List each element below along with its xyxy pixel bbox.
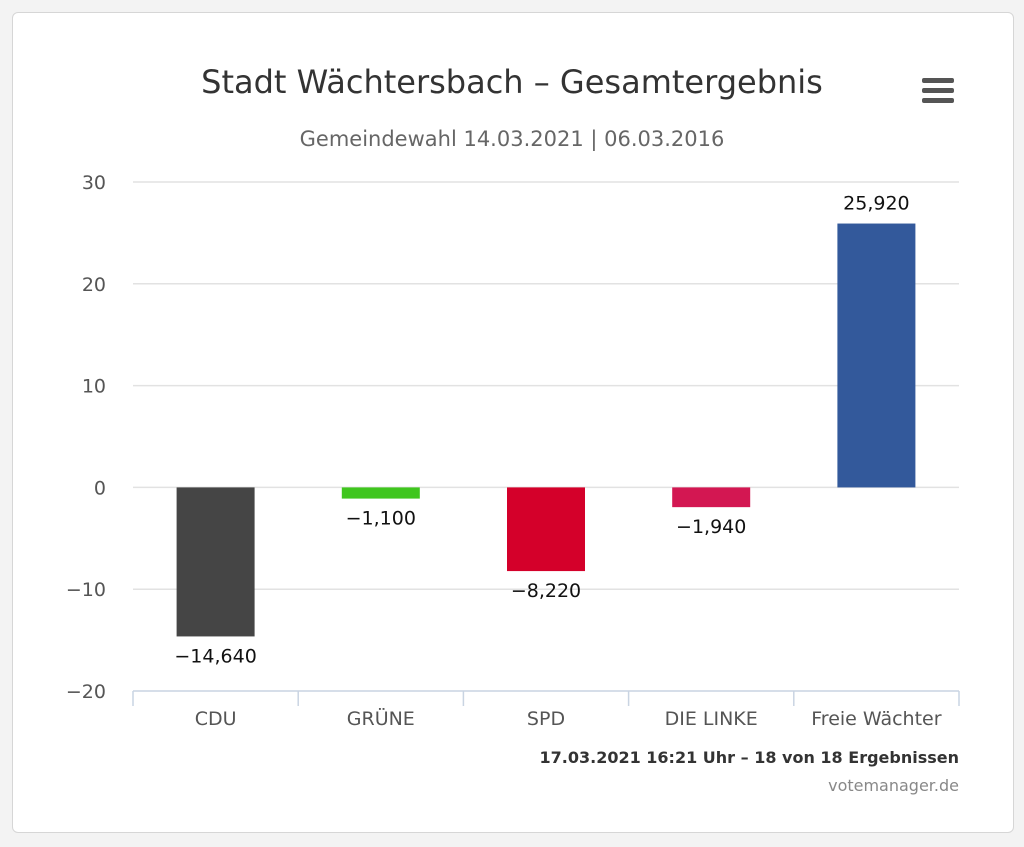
- x-category-label: CDU: [195, 708, 237, 730]
- data-label: −1,100: [346, 508, 416, 530]
- y-tick-label: −10: [66, 579, 106, 601]
- bar[interactable]: [341, 487, 420, 499]
- chart-subtitle: Gemeindewahl 14.03.2021 | 06.03.2016: [300, 127, 725, 152]
- y-tick-label: 0: [94, 477, 106, 499]
- footer-timestamp: 17.03.2021 16:21 Uhr – 18 von 18 Ergebni…: [540, 748, 960, 767]
- data-label: −1,940: [676, 516, 746, 538]
- x-category-label: SPD: [527, 708, 565, 730]
- x-category-label: Freie Wächter: [811, 708, 941, 730]
- bar[interactable]: [176, 487, 255, 637]
- y-tick-label: 10: [82, 376, 106, 398]
- y-tick-label: 20: [82, 274, 106, 296]
- bar[interactable]: [507, 487, 585, 572]
- footer-credit[interactable]: votemanager.de: [828, 776, 959, 795]
- x-category-label: DIE LINKE: [665, 708, 758, 730]
- bar[interactable]: [672, 487, 751, 508]
- chart-title: Stadt Wächtersbach – Gesamtergebnis: [201, 63, 823, 101]
- data-label: −8,220: [511, 580, 581, 602]
- y-tick-label: 30: [82, 172, 106, 194]
- y-tick-label: −20: [66, 681, 106, 703]
- x-axis: CDU GRÜNE SPD DIE LINKE Freie Wächter: [132, 690, 960, 730]
- hamburger-menu-icon[interactable]: [918, 76, 958, 106]
- x-category-label: GRÜNE: [347, 707, 415, 730]
- bars: −14,640 −1,100 −8,220 −1,940 25,920: [174, 193, 916, 667]
- data-label: −14,640: [174, 645, 256, 667]
- bar[interactable]: [837, 223, 916, 488]
- data-label: 25,920: [843, 193, 909, 215]
